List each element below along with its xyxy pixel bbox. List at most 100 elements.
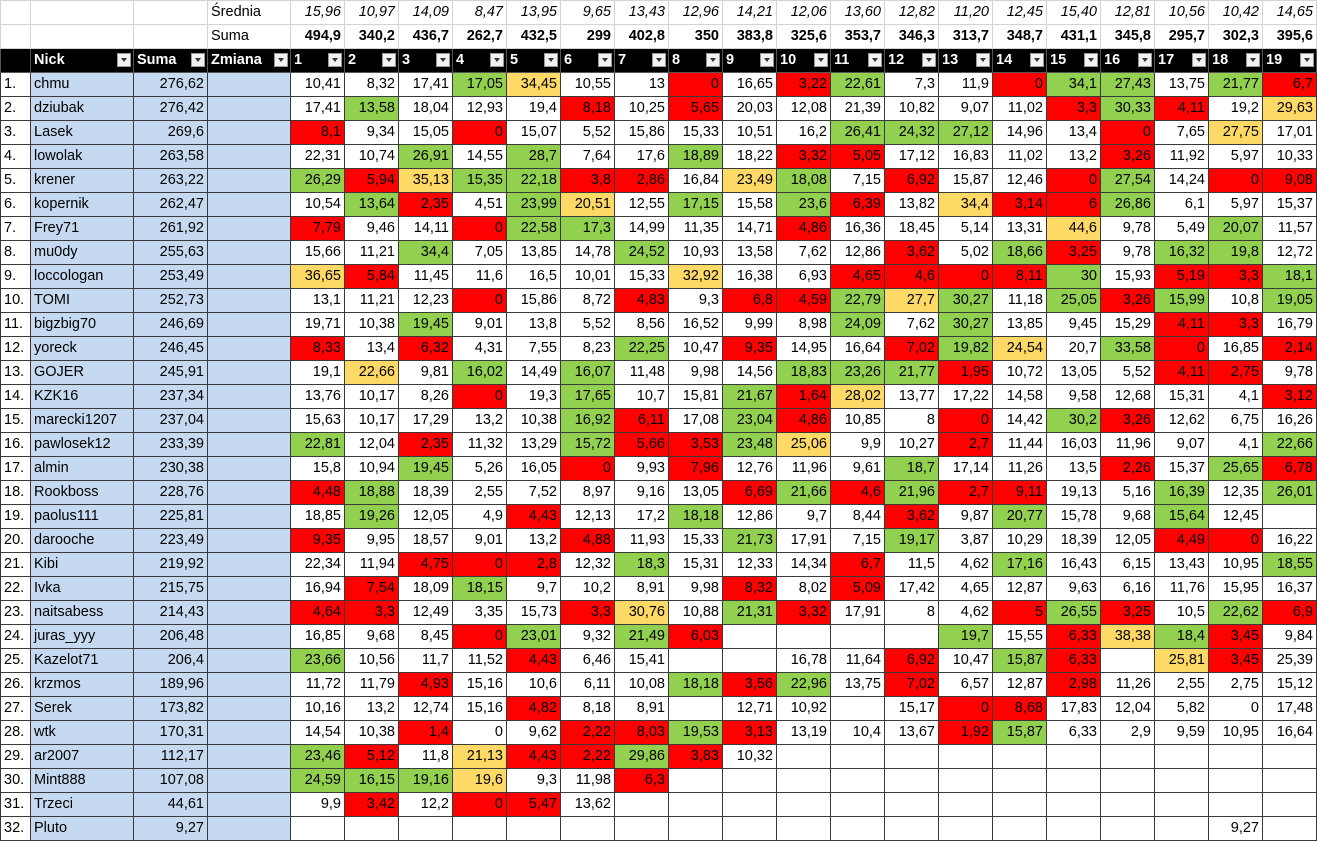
score: 5,65 [668, 96, 723, 121]
score: 18,39 [398, 480, 453, 505]
filter-button[interactable] [1084, 53, 1098, 67]
score [992, 744, 1047, 769]
score: 0 [668, 72, 723, 97]
score: 10,5 [1154, 600, 1209, 625]
change [207, 336, 291, 361]
score: 34,45 [506, 72, 561, 97]
score: 3,26 [1100, 408, 1155, 433]
score: 21,73 [722, 528, 777, 553]
score: 15,12 [1262, 672, 1317, 697]
filter-button[interactable] [598, 53, 612, 67]
score: 18,18 [668, 672, 723, 697]
score: 0 [992, 72, 1047, 97]
score: 18,04 [398, 96, 453, 121]
score: 3,42 [344, 792, 399, 817]
data-row: 31. Trzeci 44,61 9,9 3,42 12,2 0 5,47 13,62 [0, 792, 1317, 817]
score: 3,83 [668, 744, 723, 769]
score: 4,43 [506, 744, 561, 769]
filter-button[interactable] [976, 53, 990, 67]
score: 8,72 [560, 288, 615, 313]
score: 6,3 [614, 768, 669, 793]
column-header: 8 [668, 48, 723, 73]
filter-button[interactable] [1030, 53, 1044, 67]
filter-button[interactable] [922, 53, 936, 67]
score: 6,03 [668, 624, 723, 649]
total: 44,61 [133, 792, 208, 817]
score: 9,7 [776, 504, 831, 529]
score: 11,45 [398, 264, 453, 289]
score: 6,8 [722, 288, 777, 313]
change [207, 408, 291, 433]
score: 5,16 [1100, 480, 1155, 505]
score: 11,72 [290, 672, 345, 697]
score: 2,9 [1100, 720, 1155, 745]
score: 3,25 [1046, 240, 1101, 265]
score: 3,35 [452, 600, 507, 625]
filter-button[interactable] [1246, 53, 1260, 67]
change [207, 240, 291, 265]
score: 0 [1100, 120, 1155, 145]
filter-button[interactable] [191, 53, 205, 67]
rank: 24. [0, 624, 31, 649]
score: 15,87 [938, 168, 993, 193]
filter-button[interactable] [706, 53, 720, 67]
data-row: 13. GOJER 245,91 19,1 22,66 9,81 16,02 14,49 16,… [0, 360, 1317, 385]
total: 245,91 [133, 360, 208, 385]
nick: darooche [30, 528, 134, 553]
score: 4,75 [398, 552, 453, 577]
score: 2,35 [398, 432, 453, 457]
score: 14,42 [992, 408, 1047, 433]
filter-button[interactable] [544, 53, 558, 67]
score: 3,62 [884, 504, 939, 529]
score: 20,77 [992, 504, 1047, 529]
score: 13,82 [884, 192, 939, 217]
filter-button[interactable] [328, 53, 342, 67]
score: 10,6 [506, 672, 561, 697]
filter-button[interactable] [760, 53, 774, 67]
score: 19,71 [290, 312, 345, 337]
filter-button[interactable] [868, 53, 882, 67]
filter-button[interactable] [1192, 53, 1206, 67]
change [207, 432, 291, 457]
score [1100, 648, 1155, 673]
nick: TOMI [30, 288, 134, 313]
score: 7,55 [506, 336, 561, 361]
filter-button[interactable] [1300, 53, 1314, 67]
score: 10,85 [830, 408, 885, 433]
score: 14,99 [614, 216, 669, 241]
score: 0 [452, 792, 507, 817]
score: 8,33 [290, 336, 345, 361]
filter-button[interactable] [382, 53, 396, 67]
score: 8,23 [560, 336, 615, 361]
score: 15,29 [1100, 312, 1155, 337]
score: 2,55 [452, 480, 507, 505]
filter-button[interactable] [1138, 53, 1152, 67]
column-header: 11 [830, 48, 885, 73]
score: 10,47 [668, 336, 723, 361]
score [722, 792, 777, 817]
summary-value: 350 [668, 24, 723, 49]
header-row: Nick Suma Zmiana 1 2 3 4 5 6 7 8 9 10 11 12 13 14 15 16 17 1… [0, 48, 1317, 73]
filter-button[interactable] [117, 53, 131, 67]
filter-button[interactable] [490, 53, 504, 67]
total: 276,62 [133, 72, 208, 97]
score: 11,92 [1154, 144, 1209, 169]
empty-cell [133, 24, 208, 49]
score: 15,41 [614, 648, 669, 673]
data-row: 5. krener 263,22 26,29 5,94 35,13 15,35 22,18 3,… [0, 168, 1317, 193]
score: 15,95 [1208, 576, 1263, 601]
score [830, 744, 885, 769]
nick: Kazelot71 [30, 648, 134, 673]
filter-button[interactable] [652, 53, 666, 67]
score: 8,91 [614, 696, 669, 721]
nick: dziubak [30, 96, 134, 121]
rank: 14. [0, 384, 31, 409]
score [668, 696, 723, 721]
summary-value: 383,8 [722, 24, 777, 49]
filter-button[interactable] [436, 53, 450, 67]
filter-button[interactable] [814, 53, 828, 67]
score: 2,55 [1154, 672, 1209, 697]
score: 6,33 [1046, 624, 1101, 649]
nick: naitsabess [30, 600, 134, 625]
filter-button[interactable] [274, 53, 288, 67]
